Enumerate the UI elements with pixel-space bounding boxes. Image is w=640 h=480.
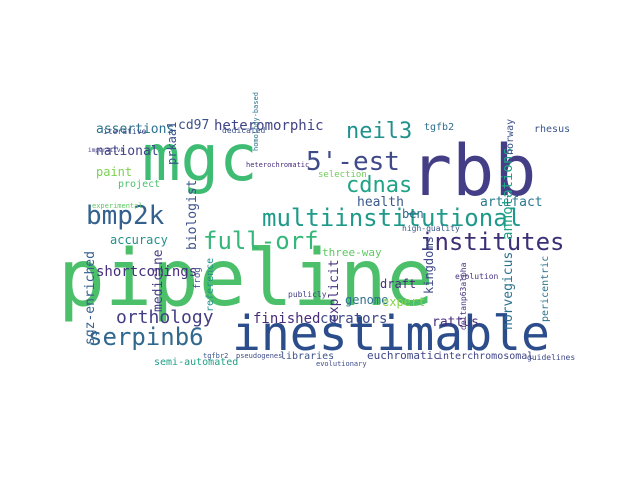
- cloud-word: heterochromatic: [246, 161, 309, 169]
- cloud-word: shortcomings: [96, 264, 197, 280]
- cloud-word: ben: [402, 207, 424, 221]
- cloud-word: multiinstitutional: [262, 204, 522, 232]
- cloud-word: rhesus: [534, 124, 570, 135]
- cloud-word: interchromosomal: [437, 351, 533, 362]
- cloud-word: 5'-est: [306, 147, 400, 177]
- cloud-word: rbb: [410, 130, 536, 212]
- cloud-word: inestimable: [232, 306, 550, 362]
- cloud-word: project: [118, 179, 160, 190]
- cloud-word: biologist: [185, 180, 200, 250]
- cloud-word: genome: [345, 293, 388, 307]
- cloud-word: frog: [193, 267, 203, 289]
- cloud-word: pericentric: [540, 256, 551, 322]
- cloud-word: cdnas: [346, 173, 412, 198]
- cloud-word: evolutionary: [316, 360, 367, 368]
- cloud-word: publicly: [288, 290, 327, 299]
- cloud-word: norway: [505, 119, 516, 155]
- cloud-word: orthology: [116, 307, 214, 328]
- cloud-word: guidelines: [527, 353, 575, 362]
- cloud-word: pipeline: [58, 234, 434, 324]
- cloud-word: mgc: [142, 122, 258, 196]
- cloud-word: assertions: [96, 122, 174, 137]
- cloud-word: rattus: [432, 315, 479, 330]
- cloud-word: euchromatic: [367, 349, 440, 362]
- cloud-word: full-orf: [203, 227, 319, 255]
- cloud-word: dedicated: [222, 126, 266, 135]
- cloud-word: semi-automated: [154, 357, 238, 368]
- cloud-word: draft: [380, 277, 416, 291]
- cloud-canvas: [80, 117, 580, 362]
- cloud-word: health: [357, 195, 404, 210]
- cloud-word: iterative: [103, 127, 147, 136]
- cloud-word: medicine: [151, 249, 166, 312]
- cloud-word: bmp2k: [86, 201, 165, 231]
- cloud-word: paint: [96, 165, 132, 179]
- cloud-word: prkaa1: [165, 122, 179, 165]
- cloud-word: artifact: [480, 195, 543, 210]
- cloud-word: annotations: [500, 147, 516, 240]
- cloud-word: accuracy: [110, 233, 168, 247]
- cloud-word: expert: [382, 295, 425, 309]
- cloud-word: sgz-enriched: [83, 251, 98, 345]
- cloud-word: deltanp63alpha: [459, 262, 468, 330]
- cloud-word: tgfb2: [424, 122, 454, 133]
- cloud-word: experimental: [92, 202, 143, 210]
- cloud-word: pseudogenes: [236, 352, 282, 360]
- cloud-word: imperative: [88, 147, 125, 154]
- cloud-word: norvegicus: [501, 252, 516, 330]
- cloud-word: high-quality: [402, 224, 460, 233]
- cloud-word: curators: [320, 311, 387, 327]
- cloud-word: cd97: [178, 118, 209, 133]
- cloud-word: three-way: [322, 246, 382, 259]
- cloud-word: heteromorphic: [214, 118, 324, 134]
- cloud-word: kingdoms: [422, 236, 436, 294]
- cloud-word: selection: [318, 170, 367, 180]
- cloud-word: homology-based: [252, 92, 260, 151]
- cloud-word: national: [96, 144, 159, 159]
- cloud-word: reference: [205, 258, 216, 312]
- cloud-word: evolution: [455, 272, 499, 281]
- cloud-word: libraries: [280, 351, 334, 362]
- cloud-word: finished: [253, 311, 320, 327]
- cloud-word: institutes: [420, 228, 565, 256]
- cloud-word: serpinb6: [88, 323, 204, 351]
- cloud-word: explicit: [327, 259, 342, 322]
- cloud-word: tgfbr2: [203, 352, 228, 360]
- cloud-word: neil3: [346, 119, 412, 144]
